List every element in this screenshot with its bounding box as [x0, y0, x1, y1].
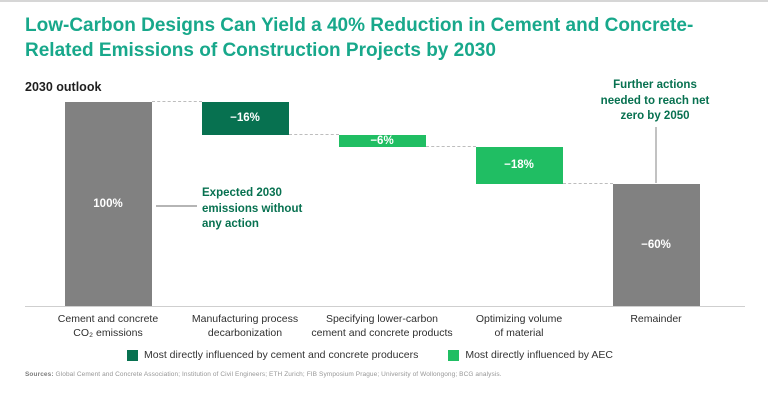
aec-color-swatch	[448, 349, 460, 361]
page-title: Low-Carbon Designs Can Yield a 40% Reduc…	[25, 15, 694, 61]
legend-label: Most directly influenced by cement and c…	[144, 349, 419, 361]
legend-item-producers: Most directly influenced by cement and c…	[127, 349, 418, 361]
waterfall-bar-baseline: 100%	[64, 102, 152, 306]
sources-text: Global Cement and Concrete Association; …	[53, 371, 502, 378]
producer-color-swatch	[127, 349, 139, 361]
legend: Most directly influenced by cement and c…	[30, 349, 710, 361]
waterfall-bar-aec: −6%	[338, 134, 426, 147]
category-label: Manufacturing process decarbonization	[191, 313, 299, 339]
waterfall-connector	[562, 182, 613, 184]
chart-subtitle: 2030 outlook	[25, 80, 102, 94]
sources-note: Sources: Global Cement and Concrete Asso…	[25, 371, 725, 378]
x-axis-line	[25, 306, 745, 307]
legend-label: Most directly influenced by AEC	[465, 349, 613, 361]
annotation-pointer-line	[655, 127, 657, 183]
annotation-expected-2030: Expected 2030 emissions without any acti…	[202, 187, 303, 231]
category-label: Remainder	[630, 313, 682, 325]
waterfall-bar-producers: −16%	[201, 102, 289, 135]
category-label: Cement and concrete CO₂ emissions	[57, 313, 159, 339]
legend-item-aec: Most directly influenced by AEC	[448, 349, 613, 361]
waterfall-connector	[151, 101, 202, 102]
sources-label: Sources:	[25, 371, 54, 378]
category-label: Optimizing volume of material	[475, 313, 563, 339]
waterfall-bar-remainder: −60%	[612, 183, 700, 306]
waterfall-connector	[425, 145, 476, 147]
window-top-edge	[0, 0, 768, 2]
annotation-further-actions: Further actions needed to reach net zero…	[600, 79, 710, 123]
annotation-leader-line	[156, 205, 197, 207]
waterfall-connector	[288, 133, 339, 135]
waterfall-bar-aec: −18%	[475, 146, 563, 184]
category-label: Specifying lower-carbon cement and concr…	[311, 313, 453, 339]
